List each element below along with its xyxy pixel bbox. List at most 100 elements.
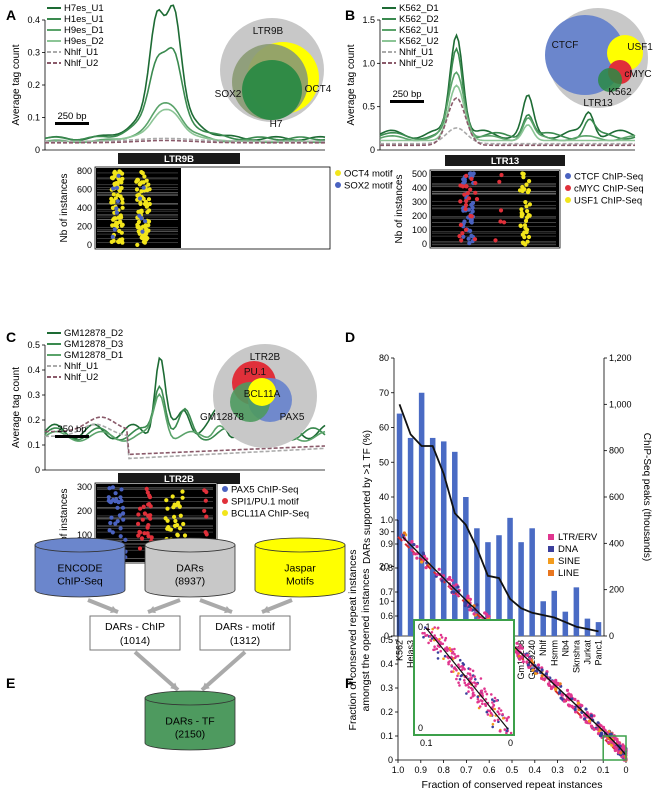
inset-dot	[111, 186, 116, 191]
inset-dot	[121, 517, 126, 522]
inset-tick-label: 0	[418, 723, 423, 733]
series-line	[45, 108, 325, 143]
inset-dot	[523, 200, 528, 205]
venn-circle	[242, 60, 302, 120]
scatter-point	[454, 583, 458, 587]
x-tick-label: Jurkat	[582, 640, 592, 665]
inset-dot	[141, 504, 146, 509]
inset-dot	[525, 239, 530, 244]
y-tick-label: 0	[35, 465, 40, 475]
inset-point	[471, 669, 475, 673]
venn-circle	[248, 378, 276, 406]
scatter-point	[543, 677, 547, 681]
inset-point	[428, 635, 432, 638]
panel-label-B: B	[345, 7, 355, 23]
inset-dot	[462, 192, 467, 197]
inset-point	[469, 686, 473, 690]
series-line	[44, 46, 326, 141]
inset-dot	[524, 182, 529, 187]
inset-dot	[457, 234, 462, 239]
feature-bar	[445, 155, 565, 166]
y-tick-label: 10	[379, 596, 389, 606]
inset-point	[456, 674, 459, 678]
inset-point	[480, 689, 484, 693]
inset-dot	[527, 202, 533, 207]
bar	[429, 437, 436, 636]
inset-dot	[118, 526, 123, 531]
y-tick-label: 0.1	[27, 113, 40, 123]
scatter-point	[452, 590, 456, 594]
y-tick-label: 0	[388, 755, 393, 765]
inset-point	[493, 700, 496, 703]
inset-point	[497, 707, 501, 710]
scatter-point	[437, 567, 441, 571]
inset-dot	[118, 495, 123, 500]
inset-point	[467, 686, 471, 689]
inset-dot	[142, 174, 147, 179]
inset-point	[453, 656, 457, 659]
y-tick-label: 20	[379, 562, 389, 572]
y-tick-label: 60	[379, 423, 389, 433]
y-tick-label: 0.2	[380, 707, 393, 717]
scatter-point	[518, 657, 522, 661]
x-axis-label: Fraction of conserved repeat instances	[422, 779, 603, 791]
legend-swatch	[548, 558, 554, 564]
inset-dot	[146, 182, 151, 187]
inset-dot	[202, 508, 207, 513]
scatter-point	[520, 646, 524, 650]
inset-dot	[120, 505, 126, 510]
feature-bar-label: LTR2B	[164, 474, 194, 485]
inset-dot	[114, 210, 119, 215]
inset-point	[477, 700, 481, 703]
inset-dot	[181, 521, 186, 527]
cylinder-top	[144, 537, 236, 553]
inset-point	[492, 703, 495, 707]
inset-point	[499, 709, 503, 712]
inset-dot	[139, 536, 145, 541]
inset-tick-label: 0	[508, 738, 513, 748]
venn-circle	[598, 68, 622, 92]
inset-dot	[140, 224, 146, 229]
scatter-point	[410, 548, 414, 552]
venn-label: LTR9B	[253, 26, 284, 37]
legend-label: DNA	[558, 544, 579, 555]
inset-legend-label: SPI1/PU.1 motif	[231, 497, 299, 508]
scatter-point	[412, 552, 416, 556]
inset-point	[495, 699, 498, 702]
inset-dot	[523, 242, 528, 247]
inset-dot	[463, 206, 468, 212]
cylinder-top	[254, 537, 346, 553]
inset-dot	[463, 203, 469, 208]
inset-point	[483, 687, 486, 690]
scatter-point	[592, 714, 596, 718]
scatter-point	[540, 668, 544, 672]
inset-point	[450, 670, 453, 673]
scatter-point	[558, 682, 562, 686]
inset-dot	[117, 188, 122, 193]
y-axis-label: Average tag count	[346, 44, 357, 125]
y-tick-label: 0.8	[380, 563, 393, 573]
inset-dot	[520, 232, 525, 237]
inset-dot	[136, 225, 141, 230]
inset-dot	[203, 498, 208, 503]
inset-dot	[117, 513, 122, 518]
scatter-point	[518, 644, 522, 648]
inset-tick-label: 400	[412, 183, 427, 193]
inset-point	[457, 672, 460, 675]
inset-dot	[142, 511, 147, 516]
inset-dot	[113, 491, 118, 496]
flow-arrow-head	[224, 605, 232, 614]
inset-point	[476, 695, 480, 698]
inset-dot	[118, 237, 123, 242]
inset-dot	[171, 505, 176, 510]
inset-dot	[468, 171, 473, 176]
scatter-point	[423, 554, 427, 559]
scatter-point	[540, 674, 544, 678]
scatter-point	[526, 663, 530, 667]
y-tick-label: 0.1	[27, 440, 40, 450]
legend-swatch	[548, 534, 554, 540]
scatter-point	[587, 719, 592, 723]
inset-point	[478, 705, 482, 708]
series-line	[380, 127, 635, 145]
y-tick-label: 50	[379, 457, 389, 467]
